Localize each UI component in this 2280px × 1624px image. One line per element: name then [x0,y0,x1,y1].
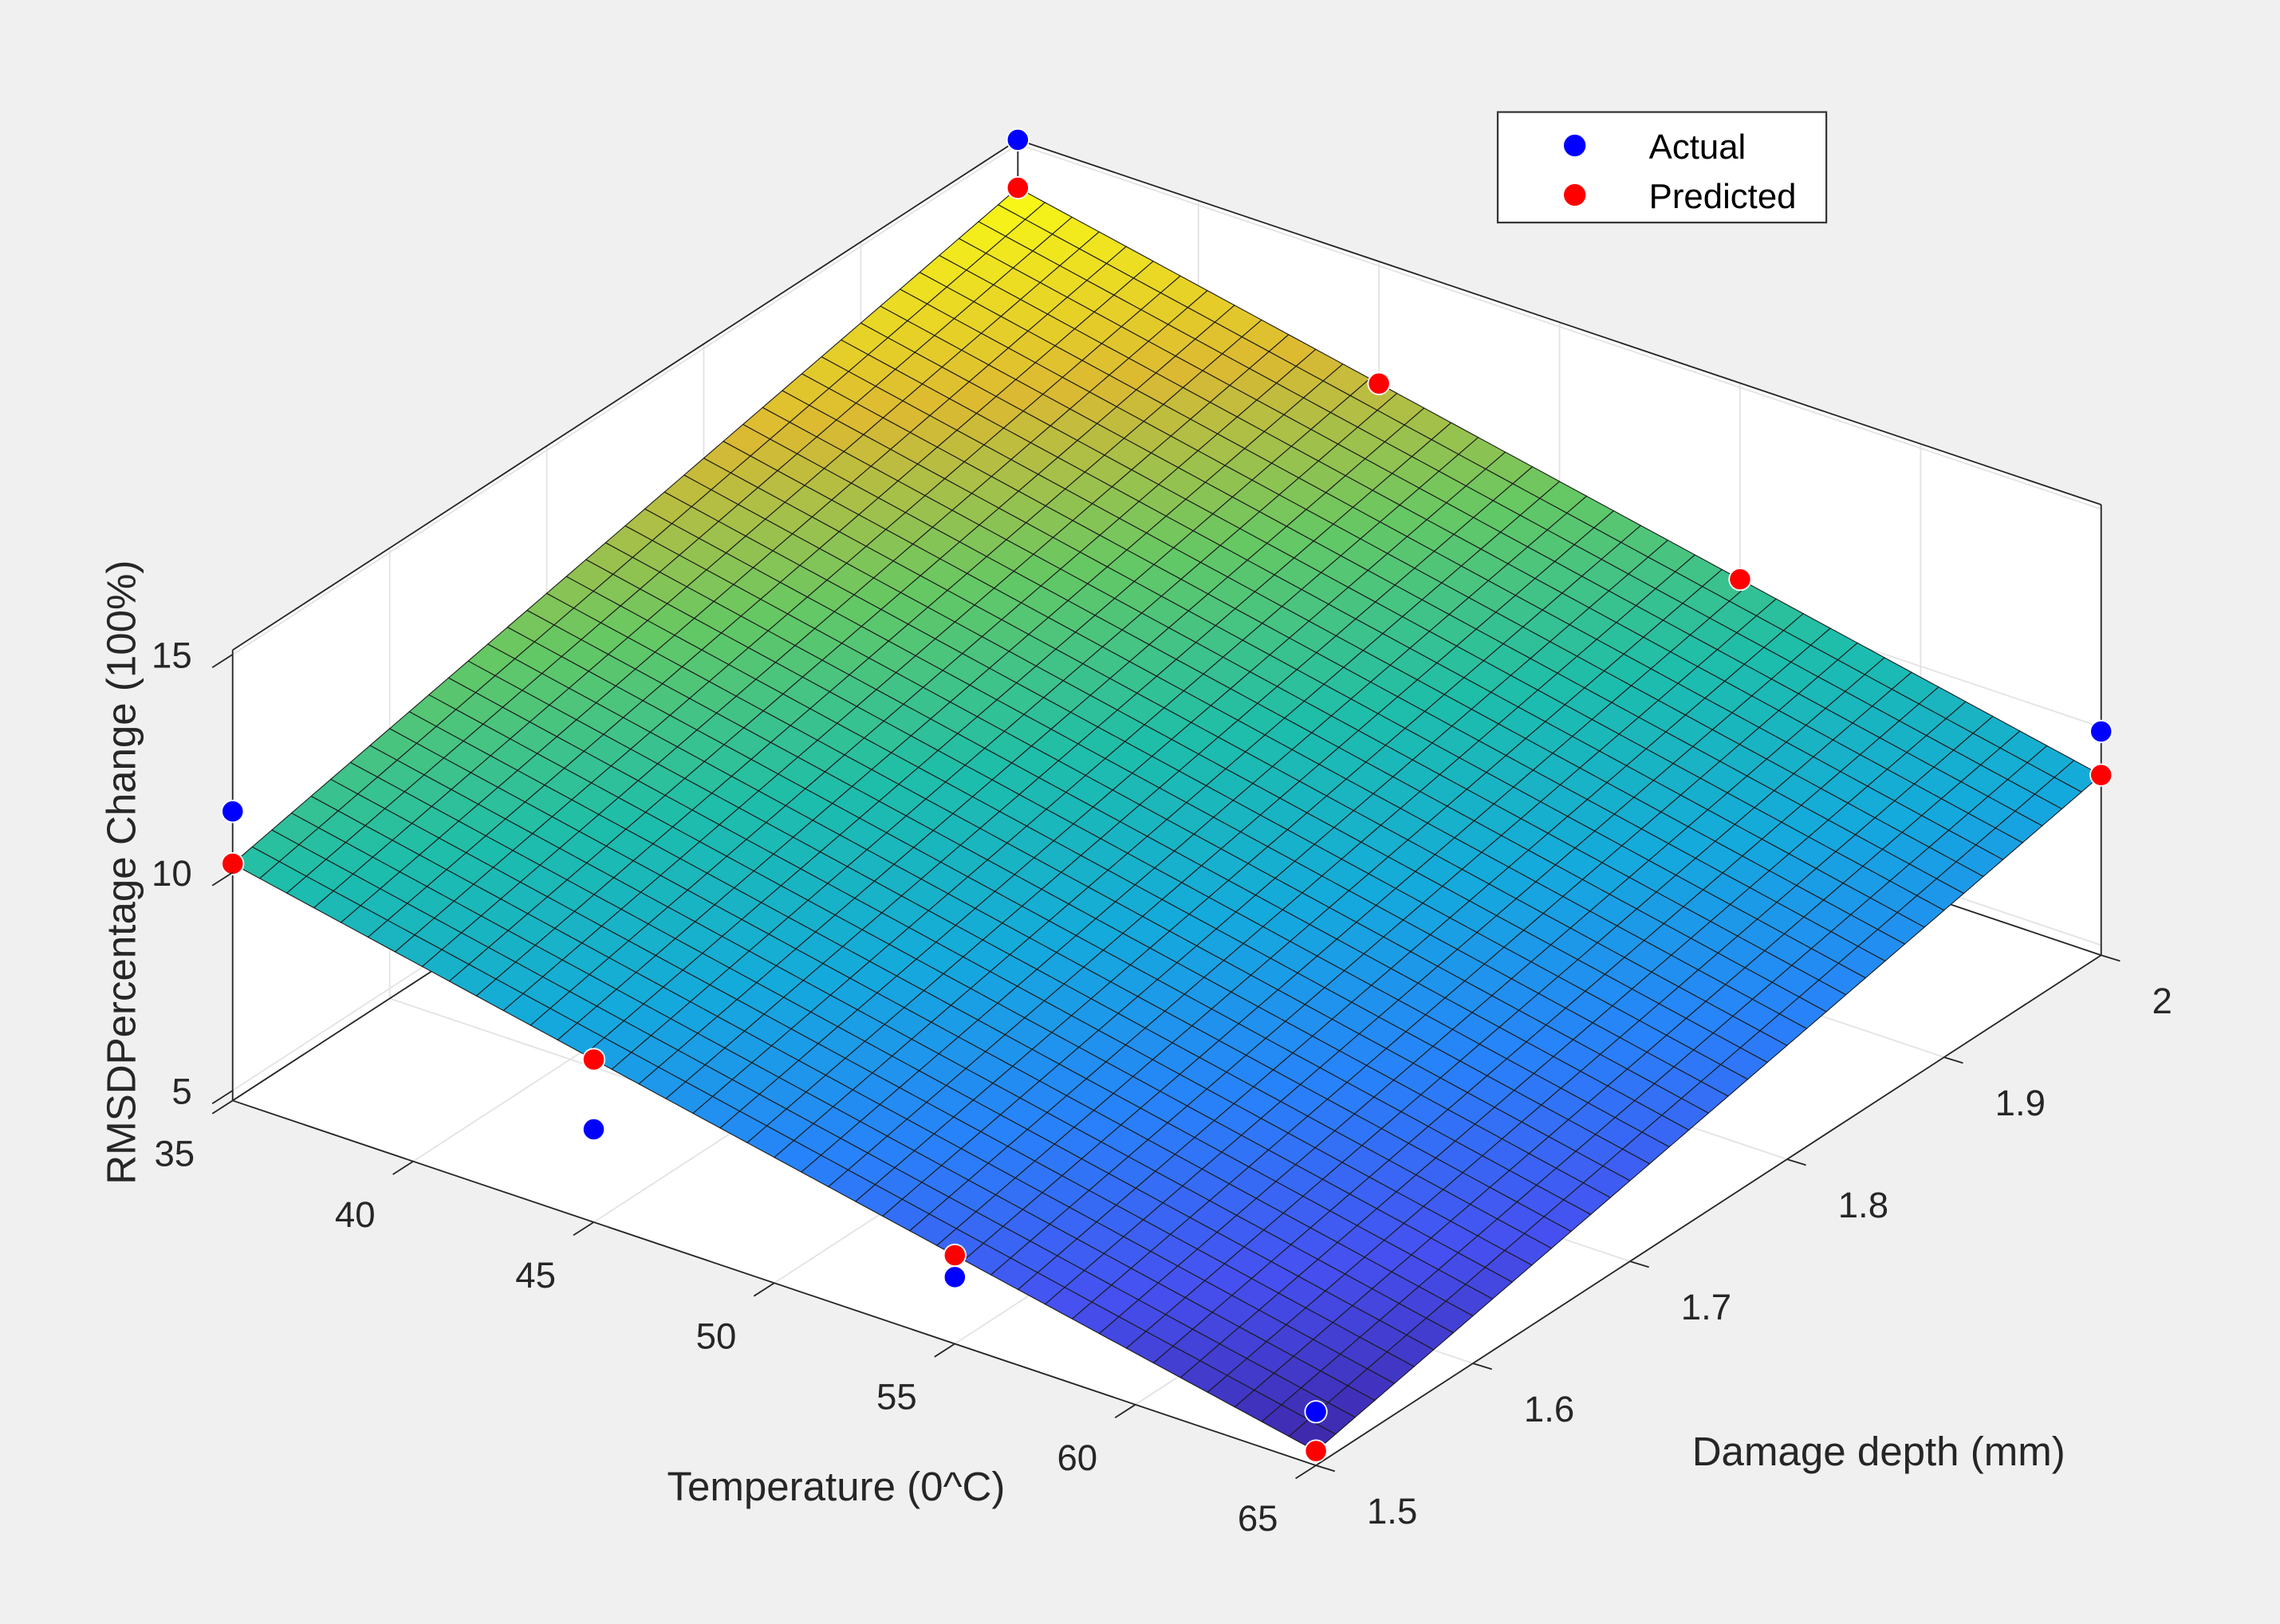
x-tick-mark [1295,1465,1317,1480]
z-tick-mark [211,1090,234,1105]
axis-line [232,139,1018,651]
x-tick-label: 35 [154,1133,195,1174]
point-actual [1304,1400,1328,1424]
z-axis-label: RMSDPercentage Change (100%) [99,560,144,1185]
data-points [221,128,2113,1463]
point-predicted [2089,763,2113,787]
point-predicted [1728,568,1752,592]
z-tick-mark [211,654,234,669]
x-tick-label: 40 [335,1194,376,1235]
axis-line [1315,954,2102,1466]
point-actual [2089,719,2113,744]
z-tick-mark [211,871,234,887]
y-tick-label: 1.9 [1995,1083,2046,1123]
point-predicted [221,851,245,875]
legend[interactable]: Actual Predicted [1496,111,1828,224]
point-actual [943,1265,967,1289]
x-axis-label: Temperature (0^C) [667,1464,1005,1509]
y-tick-mark [1315,1465,1336,1473]
y-tick-mark [1472,1363,1493,1370]
point-actual [581,1117,606,1142]
point-actual [221,800,245,824]
y-tick-label: 2 [2152,981,2172,1021]
y-tick-label: 1.8 [1838,1185,1888,1225]
point-predicted [581,1048,606,1072]
grid-line [232,144,1018,655]
y-tick-mark [1786,1158,1806,1166]
legend-label-predicted: Predicted [1649,177,1797,216]
x-tick-mark [573,1221,595,1237]
y-tick-mark [1943,1056,1963,1064]
y-tick-label: 1.5 [1367,1491,1417,1532]
x-tick-mark [934,1343,955,1358]
x-tick-label: 50 [696,1315,737,1356]
point-predicted [1367,372,1391,395]
grid-line [1018,143,2102,510]
x-tick-mark [1114,1404,1136,1418]
legend-marker-actual [1564,134,1586,157]
y-axis-label: Damage depth (mm) [1692,1429,2065,1474]
y-tick-label: 1.7 [1681,1287,1731,1327]
x-tick-mark [211,1099,234,1115]
point-predicted [943,1243,967,1268]
point-actual [1006,128,1030,151]
y-tick-mark [2101,954,2121,962]
y-tick-mark [1629,1260,1649,1268]
x-tick-label: 65 [1238,1498,1278,1539]
y-tick-label: 1.6 [1524,1389,1574,1429]
x-tick-label: 60 [1057,1437,1097,1478]
legend-label-actual: Actual [1649,128,1746,167]
x-tick-label: 55 [876,1377,917,1418]
axis-line [1018,139,2102,505]
tick-labels: 35 40 45 50 55 60 65 1.5 1.6 1.7 1.8 1.9 2 5 10 15 [152,635,2172,1539]
point-predicted [1304,1439,1328,1463]
x-tick-label: 45 [515,1255,556,1296]
surface-mesh [231,187,2102,1452]
x-tick-mark [753,1282,775,1297]
legend-box [1496,111,1828,224]
point-predicted [1006,175,1030,200]
z-tick-label: 5 [171,1071,191,1111]
x-tick-mark [392,1160,414,1175]
z-tick-label: 15 [152,635,192,675]
z-tick-label: 10 [152,853,192,894]
legend-marker-predicted [1564,183,1586,206]
